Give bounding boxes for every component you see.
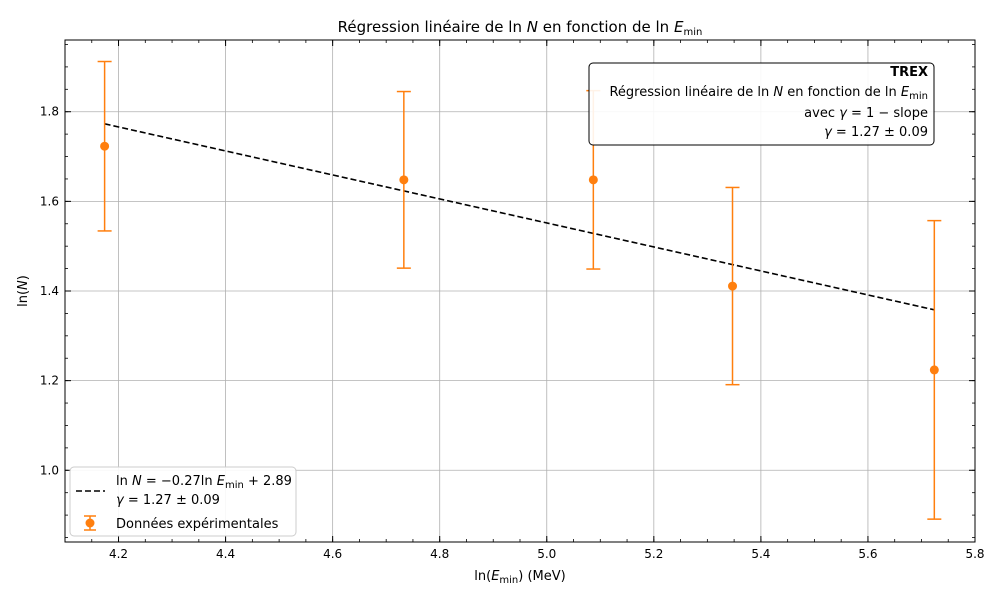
y-tick-label: 1.8 <box>40 105 59 119</box>
y-tick-labels: 1.0 1.2 1.4 1.6 1.8 <box>40 105 59 478</box>
data-marker <box>588 175 598 185</box>
data-marker <box>929 365 939 375</box>
legend-frame <box>69 466 297 537</box>
annotation-title: TREX <box>890 65 928 80</box>
y-axis-label: ln(N) <box>16 275 31 307</box>
x-tick-label: 4.4 <box>216 547 235 561</box>
x-tick-label: 4.2 <box>109 547 128 561</box>
legend-fit-line-1: ln N = −0.27ln Emin + 2.89 <box>116 474 292 491</box>
data-point <box>927 219 942 520</box>
data-marker <box>728 281 738 291</box>
legend-data-swatch <box>84 515 96 531</box>
annotation-frame <box>588 62 935 146</box>
x-tick-labels: 4.2 4.4 4.6 4.8 5.0 5.2 5.4 5.6 5.8 <box>109 547 985 561</box>
annotation-line-3: γ = 1.27 ± 0.09 <box>824 125 928 140</box>
y-tick-label: 1.2 <box>40 374 59 388</box>
x-tick-label: 5.4 <box>751 547 770 561</box>
axis-ticks <box>65 40 976 542</box>
x-tick-label: 5.0 <box>537 547 556 561</box>
data-point <box>725 186 740 386</box>
legend-data-label: Données expérimentales <box>116 517 279 532</box>
x-axis-label: ln(Emin) (MeV) <box>474 569 565 586</box>
data-point <box>97 60 112 232</box>
annotation-line-2: avec γ = 1 − slope <box>804 106 928 121</box>
y-tick-label: 1.6 <box>40 194 59 208</box>
fit-line-layer <box>104 123 935 311</box>
x-tick-label: 5.6 <box>858 547 877 561</box>
legend-fit-line-2: γ = 1.27 ± 0.09 <box>116 493 220 508</box>
fit-line <box>104 123 935 311</box>
x-tick-label: 5.8 <box>965 547 984 561</box>
data-points-layer <box>97 60 942 520</box>
data-marker <box>100 141 110 151</box>
x-tick-label: 4.8 <box>430 547 449 561</box>
y-tick-label: 1.4 <box>40 284 59 298</box>
annotation-line-1: Régression linéaire de ln N en fonction … <box>609 85 928 102</box>
y-tick-label: 1.0 <box>40 463 59 477</box>
annotation-box: TREX Régression linéaire de ln N en fonc… <box>588 62 935 146</box>
x-tick-label: 4.6 <box>323 547 342 561</box>
legend: ln N = −0.27ln Emin + 2.89 γ = 1.27 ± 0.… <box>69 466 297 537</box>
data-point <box>396 90 411 269</box>
x-tick-label: 5.2 <box>644 547 663 561</box>
chart-title: Régression linéaire de ln N en fonction … <box>338 18 703 38</box>
data-marker <box>399 175 409 185</box>
